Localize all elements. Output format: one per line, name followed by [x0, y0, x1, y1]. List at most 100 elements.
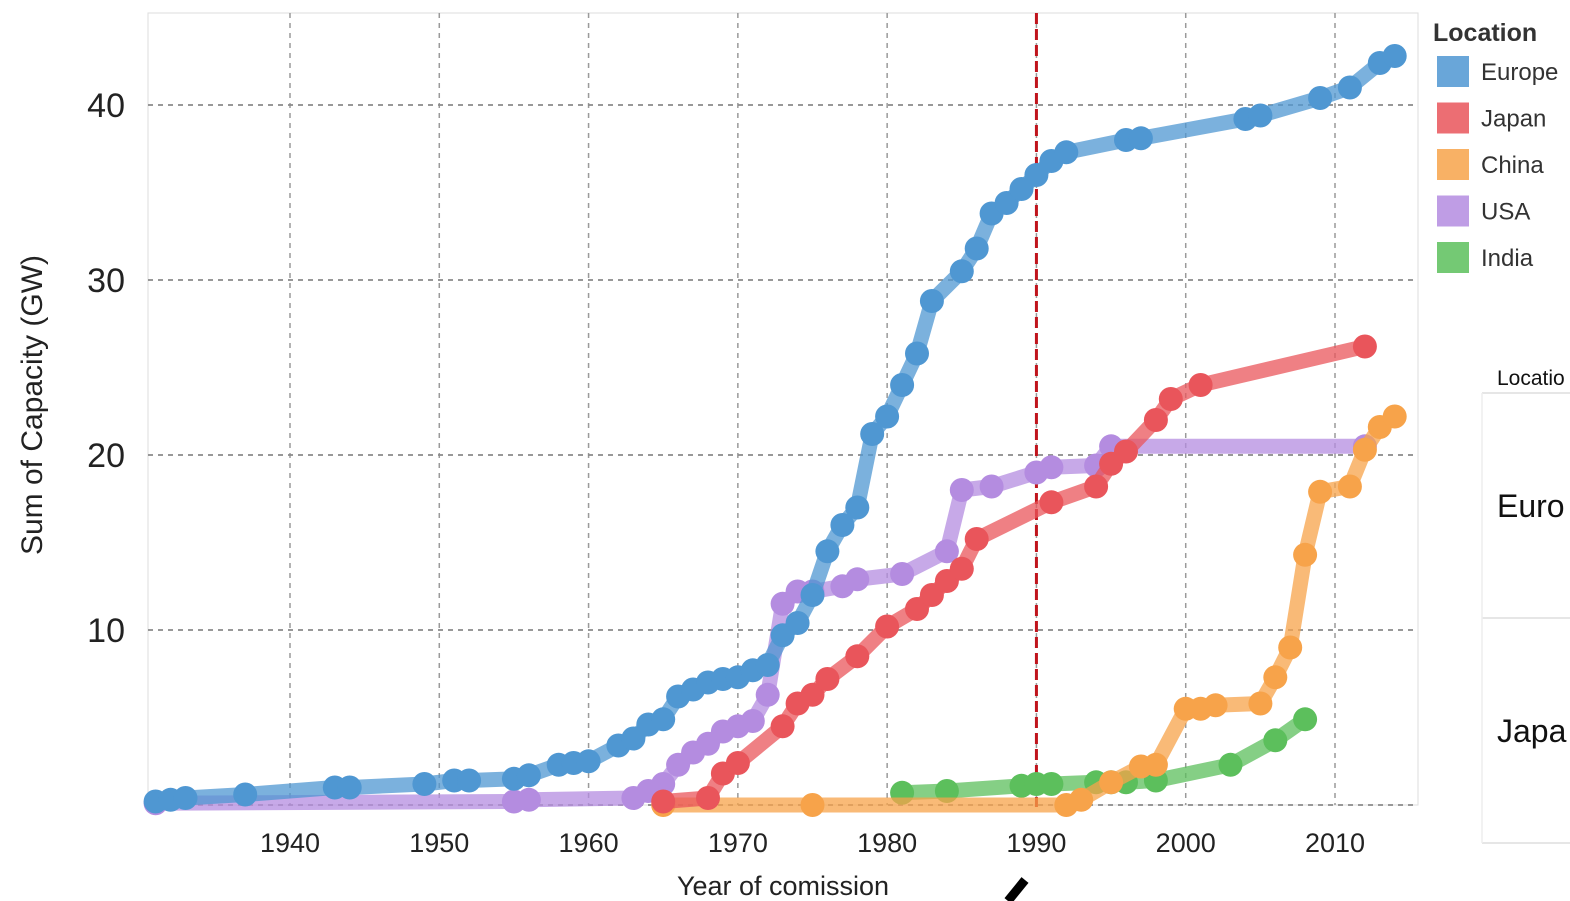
data-point-europe-51 — [1382, 44, 1407, 68]
data-point-japan-15 — [1039, 490, 1064, 515]
x-tick-label-1980: 1980 — [857, 828, 917, 858]
x-tick-label-2010: 2010 — [1305, 828, 1365, 858]
data-point-europe-3 — [233, 782, 258, 807]
data-point-europe-28 — [815, 539, 840, 564]
data-point-china-16 — [1352, 437, 1377, 462]
data-point-india-11 — [1293, 707, 1318, 732]
series-usa — [143, 434, 1377, 816]
data-point-usa-21 — [979, 474, 1004, 499]
data-point-china-18 — [1382, 404, 1407, 429]
data-point-europe-33 — [890, 373, 915, 397]
y-tick-label-40: 40 — [87, 87, 125, 125]
data-point-europe-24 — [755, 653, 780, 677]
x-axis-ticks: 1940 1950 1960 1970 1980 1990 2000 2010 — [260, 828, 1365, 858]
x-tick-label-1970: 1970 — [708, 828, 768, 858]
data-point-china-1 — [800, 793, 825, 817]
data-point-japan-21 — [1188, 373, 1213, 397]
data-point-usa-23 — [1039, 455, 1064, 480]
data-point-europe-27 — [800, 583, 825, 607]
data-point-usa-20 — [949, 478, 974, 502]
data-point-europe-29 — [830, 513, 855, 537]
legend-swatch-china — [1437, 149, 1469, 180]
series-japan — [651, 334, 1377, 814]
data-point-japan-0 — [651, 789, 676, 814]
data-point-japan-4 — [770, 714, 795, 739]
data-point-china-3 — [1069, 787, 1094, 812]
x-tick-label-1940: 1940 — [260, 828, 320, 858]
data-point-china-13 — [1293, 542, 1318, 567]
data-point-japan-11 — [919, 583, 944, 607]
data-point-europe-31 — [860, 422, 885, 446]
data-point-europe-48 — [1308, 86, 1333, 110]
side-table: Locatio Euro Japa — [1481, 367, 1570, 844]
legend-swatch-europe — [1437, 56, 1469, 87]
data-point-japan-9 — [875, 614, 900, 639]
legend-title: Location — [1433, 19, 1537, 47]
data-point-china-15 — [1337, 474, 1362, 499]
data-point-europe-43 — [1054, 140, 1079, 165]
data-point-europe-49 — [1337, 75, 1362, 100]
data-point-europe-30 — [845, 495, 870, 520]
legend-items: Europe Japan China USA India — [1437, 56, 1558, 273]
y-axis-title: Sum of Capacity (GW) — [16, 255, 49, 555]
x-axis-title: Year of comission — [677, 871, 889, 901]
data-point-japan-13 — [949, 556, 974, 581]
data-point-japan-7 — [815, 667, 840, 691]
side-table-row-japan: Japa — [1497, 713, 1567, 749]
y-tick-label-10: 10 — [87, 612, 125, 650]
y-tick-label-20: 20 — [87, 437, 125, 475]
data-point-india-9 — [1218, 752, 1243, 777]
data-point-europe-26 — [785, 611, 810, 635]
data-point-usa-19 — [934, 539, 959, 564]
annotation-stroke — [1004, 877, 1029, 901]
x-tick-label-1950: 1950 — [409, 828, 469, 858]
data-point-europe-36 — [949, 259, 974, 284]
data-point-china-10 — [1248, 691, 1273, 716]
series-china — [651, 404, 1407, 817]
plot-frame — [147, 12, 1419, 806]
data-point-usa-2 — [516, 787, 541, 812]
legend-swatch-india — [1437, 242, 1469, 273]
data-point-europe-10 — [516, 763, 541, 788]
data-point-europe-13 — [576, 749, 601, 774]
data-point-europe-45 — [1128, 126, 1153, 151]
grid — [148, 13, 1418, 806]
data-point-china-11 — [1263, 665, 1288, 690]
data-point-usa-18 — [890, 562, 915, 586]
legend-swatch-usa — [1437, 195, 1469, 227]
data-point-china-6 — [1143, 752, 1168, 777]
side-table-row-europe: Euro — [1497, 488, 1565, 524]
data-point-china-9 — [1203, 693, 1228, 718]
data-point-india-1 — [934, 779, 959, 803]
data-point-japan-19 — [1143, 408, 1168, 432]
data-point-japan-14 — [964, 527, 989, 551]
legend-label-usa: USA — [1481, 199, 1530, 226]
legend-label-europe: Europe — [1481, 59, 1558, 86]
data-point-japan-3 — [725, 751, 750, 775]
legend-swatch-japan — [1437, 102, 1469, 134]
data-point-japan-16 — [1084, 474, 1109, 499]
data-point-japan-18 — [1114, 439, 1138, 464]
data-point-europe-5 — [337, 775, 362, 800]
legend-label-china: China — [1481, 152, 1544, 179]
x-tick-label-2000: 2000 — [1156, 828, 1216, 858]
series-europe — [143, 44, 1407, 814]
legend-label-india: India — [1481, 245, 1534, 272]
legend-label-japan: Japan — [1481, 106, 1546, 133]
data-point-europe-35 — [919, 289, 944, 313]
data-point-japan-20 — [1158, 387, 1183, 411]
series-line-japan — [655, 339, 1373, 809]
x-tick-label-1960: 1960 — [559, 828, 619, 858]
data-point-japan-6 — [800, 682, 825, 707]
data-point-europe-6 — [412, 772, 437, 796]
data-point-usa-5 — [651, 772, 676, 796]
data-point-japan-1 — [696, 786, 720, 810]
data-point-japan-8 — [845, 644, 870, 669]
data-point-usa-12 — [755, 682, 780, 707]
data-point-europe-8 — [457, 768, 482, 793]
data-point-china-4 — [1099, 770, 1124, 795]
legend: Location Europe Japan China USA India — [1433, 19, 1558, 273]
data-point-europe-17 — [651, 707, 676, 732]
data-point-india-10 — [1263, 728, 1288, 753]
